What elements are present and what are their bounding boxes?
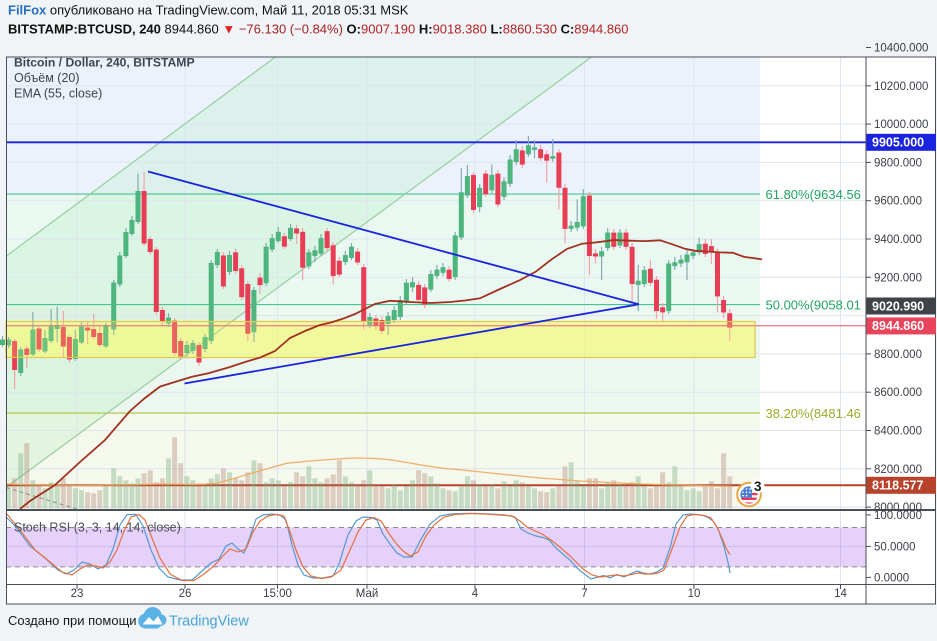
svg-text:4: 4: [472, 588, 479, 600]
svg-text:10200.000: 10200.000: [874, 81, 928, 93]
svg-text:26: 26: [179, 588, 192, 600]
svg-text:100.0000: 100.0000: [874, 510, 922, 522]
svg-text:0.0000: 0.0000: [874, 572, 909, 584]
svg-text:8118.577: 8118.577: [872, 479, 923, 493]
svg-text:8000.000: 8000.000: [874, 502, 922, 514]
svg-text:15:00: 15:00: [263, 588, 292, 600]
svg-text:8400.000: 8400.000: [874, 426, 922, 438]
svg-text:9400.000: 9400.000: [874, 234, 922, 246]
svg-text:50.00%(9058.01: 50.00%(9058.01: [766, 297, 861, 312]
svg-text:Создано при помощи: Создано при помощи: [8, 613, 137, 628]
svg-text:8944.860: 8944.860: [872, 319, 924, 333]
svg-text:8200.000: 8200.000: [874, 464, 922, 476]
svg-text:61.80%(9634.56: 61.80%(9634.56: [766, 187, 861, 202]
svg-text:9905.000: 9905.000: [872, 136, 924, 150]
svg-text:8800.000: 8800.000: [874, 349, 922, 361]
svg-text:Май: Май: [356, 588, 379, 600]
svg-text:9600.000: 9600.000: [874, 196, 922, 208]
svg-text:50.0000: 50.0000: [874, 541, 916, 553]
svg-text:38.20%(8481.46: 38.20%(8481.46: [766, 406, 861, 421]
svg-text:14: 14: [834, 588, 847, 600]
svg-text:EMA (55, close): EMA (55, close): [14, 87, 102, 101]
svg-text:Stoch RSI (3, 3, 14, 14, close: Stoch RSI (3, 3, 14, 14, close): [14, 521, 181, 535]
svg-text:FilFox опубликовано на Trading: FilFox опубликовано на TradingView.com, …: [8, 3, 409, 18]
svg-text:10400.000: 10400.000: [874, 43, 928, 55]
svg-text:Bitcoin / Dollar, 240, BITSTAM: Bitcoin / Dollar, 240, BITSTAMP: [14, 56, 195, 70]
svg-text:TradingView: TradingView: [169, 614, 249, 630]
svg-text:BITSTAMP:BTCUSD, 240 8944.860: BITSTAMP:BTCUSD, 240 8944.860 ▼ −76.130 …: [8, 22, 629, 37]
svg-text:7: 7: [581, 588, 587, 600]
svg-text:10: 10: [688, 588, 701, 600]
svg-text:9020.990: 9020.990: [872, 299, 924, 313]
svg-text:23: 23: [71, 588, 84, 600]
svg-text:10000.000: 10000.000: [874, 119, 928, 131]
svg-text:9800.000: 9800.000: [874, 157, 922, 169]
svg-text:3: 3: [754, 479, 762, 494]
svg-text:9200.000: 9200.000: [874, 272, 922, 284]
svg-text:Объём (20): Объём (20): [14, 71, 80, 85]
svg-text:8600.000: 8600.000: [874, 387, 922, 399]
